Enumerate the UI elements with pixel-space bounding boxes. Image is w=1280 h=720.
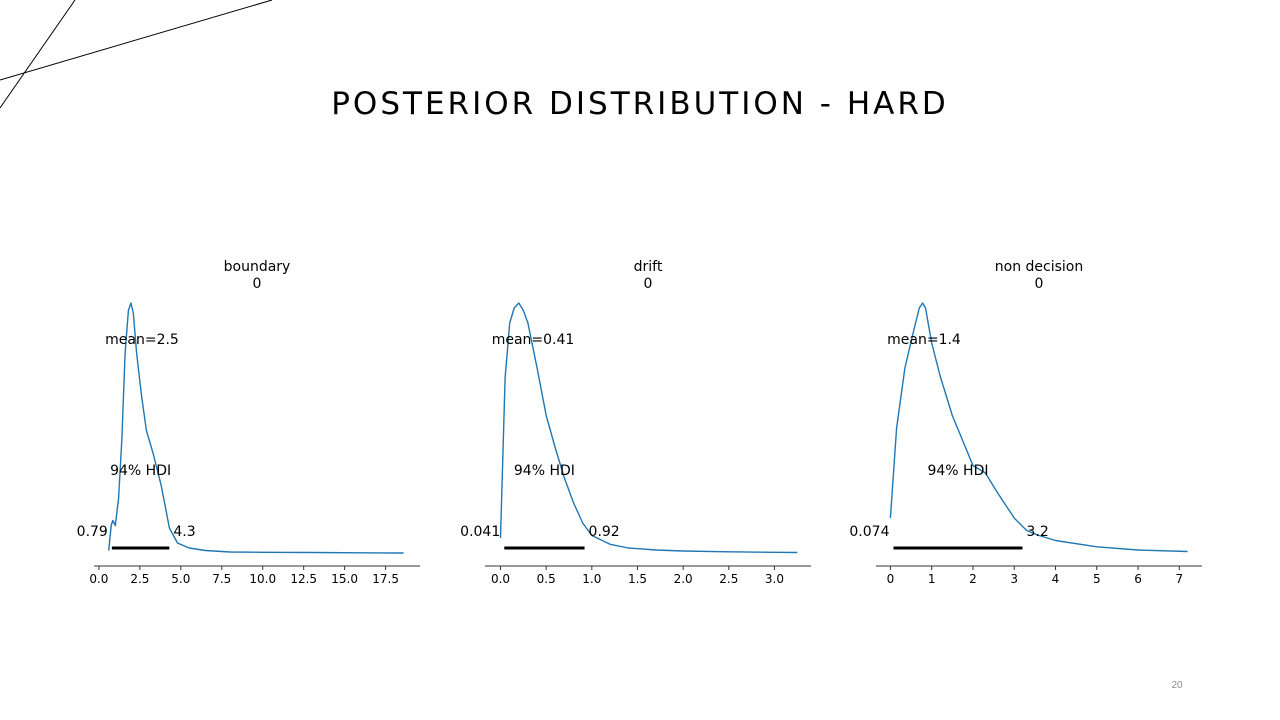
x-tick-label: 3.0: [765, 572, 784, 586]
x-tick-label: 5: [1093, 572, 1101, 586]
mean-label: mean=0.41: [492, 332, 575, 348]
page-number: 20: [1171, 680, 1183, 691]
x-tick-label: 2.5: [130, 572, 149, 586]
decorative-lines: [0, 0, 273, 109]
hdi-high-label: 3.2: [1026, 524, 1048, 540]
mean-label: mean=2.5: [105, 332, 179, 348]
x-tick-label: 0.0: [491, 572, 510, 586]
mean-label: mean=1.4: [887, 332, 961, 348]
x-tick-label: 0.0: [89, 572, 108, 586]
kde-line: [499, 302, 798, 554]
x-tick-label: 2.0: [674, 572, 693, 586]
hdi-low-label: 0.041: [460, 524, 500, 540]
x-tick-label: 0: [887, 572, 895, 586]
page-title: POSTERIOR DISTRIBUTION - HARD: [331, 86, 949, 122]
hdi-low-label: 0.79: [77, 524, 108, 540]
x-tick-label: 3: [1010, 572, 1018, 586]
kde-line: [108, 302, 404, 554]
x-tick-label: 2: [969, 572, 977, 586]
panel-subtitle: 0: [253, 276, 262, 292]
x-tick-label: 4: [1052, 572, 1060, 586]
hdi-high-label: 4.3: [173, 524, 195, 540]
x-tick-label: 1.0: [582, 572, 601, 586]
hdi-label: 94% HDI: [514, 463, 575, 479]
hdi-label: 94% HDI: [927, 463, 988, 479]
hdi-low-label: 0.074: [849, 524, 889, 540]
x-tick-label: 2.5: [719, 572, 738, 586]
x-tick-label: 10.0: [249, 572, 276, 586]
hdi-label: 94% HDI: [110, 463, 171, 479]
panel-subtitle: 0: [1035, 276, 1044, 292]
x-tick-label: 5.0: [171, 572, 190, 586]
decorative-line: [0, 0, 273, 81]
panel-title: non decision: [995, 259, 1083, 275]
panel-subtitle: 0: [644, 276, 653, 292]
x-tick-label: 1.5: [628, 572, 647, 586]
panel-title: boundary: [224, 259, 291, 275]
kde-line: [889, 302, 1188, 553]
x-tick-label: 17.5: [372, 572, 399, 586]
x-tick-label: 15.0: [331, 572, 358, 586]
x-tick-label: 7: [1175, 572, 1183, 586]
hdi-high-label: 0.92: [589, 524, 620, 540]
panel-title: drift: [634, 259, 663, 275]
decorative-line: [0, 0, 76, 109]
x-tick-label: 7.5: [212, 572, 231, 586]
x-tick-label: 1: [928, 572, 936, 586]
x-tick-label: 0.5: [537, 572, 556, 586]
x-tick-label: 12.5: [290, 572, 317, 586]
x-tick-label: 6: [1134, 572, 1142, 586]
